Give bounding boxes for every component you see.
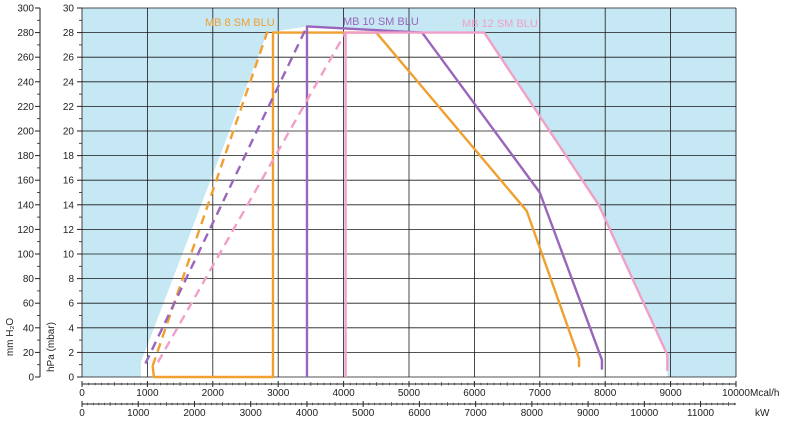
series-dashed-line	[144, 25, 309, 364]
mcal-tick-label: 10000	[722, 388, 750, 399]
series-line	[305, 25, 604, 377]
series-label: MB 8 SM BLU	[205, 17, 275, 29]
mmh2o-tick-label: 180	[17, 151, 34, 162]
mmh2o-tick-label: 300	[17, 4, 34, 15]
axes	[35, 7, 737, 407]
kw-tick-label: 2000	[183, 408, 206, 419]
kw-unit-label: kW	[755, 408, 770, 419]
mmh2o-tick-label: 60	[23, 299, 35, 310]
mmh2o-tick-label: 80	[23, 274, 35, 285]
mcal-tick-label: 3000	[267, 388, 290, 399]
mmh2o-tick-label: 160	[17, 176, 34, 187]
kw-tick-label: 7000	[465, 408, 488, 419]
hpa-tick-label: 22	[63, 102, 75, 113]
hpa-tick-label: 24	[63, 77, 75, 88]
mmh2o-tick-label: 240	[17, 77, 34, 88]
kw-tick-label: 5000	[352, 408, 375, 419]
mcal-unit-label: Mcal/h	[750, 388, 779, 399]
mmh2o-tick-label: 40	[23, 323, 35, 334]
series-line	[344, 31, 669, 377]
kw-tick-label: 0	[79, 408, 85, 419]
mcal-tick-label: 4000	[332, 388, 355, 399]
hpa-tick-label: 6	[68, 299, 74, 310]
kw-tick-label: 11000	[687, 408, 715, 419]
hpa-tick-label: 30	[63, 4, 75, 15]
series-dashed-line	[156, 32, 347, 363]
series-label: MB 12 SM BLU	[462, 18, 538, 30]
mcal-tick-label: 7000	[529, 388, 552, 399]
kw-tick-label: 6000	[408, 408, 431, 419]
mcal-tick-label: 1000	[136, 388, 159, 399]
series-layer	[144, 25, 669, 379]
hpa-tick-label: 16	[63, 176, 75, 187]
mcal-tick-label: 0	[79, 388, 85, 399]
mcal-tick-label: 9000	[659, 388, 682, 399]
hpa-tick-label: 10	[63, 250, 75, 261]
mcal-tick-label: 5000	[398, 388, 421, 399]
mmh2o-tick-label: 120	[17, 225, 34, 236]
kw-tick-label: 10000	[630, 408, 658, 419]
kw-tick-label: 3000	[240, 408, 263, 419]
series-dashed-line	[151, 31, 273, 367]
mcal-tick-label: 8000	[594, 388, 617, 399]
hpa-tick-label: 8	[68, 274, 74, 285]
kw-tick-label: 4000	[296, 408, 319, 419]
mcal-tick-label: 6000	[463, 388, 486, 399]
mmh2o-tick-label: 100	[17, 250, 34, 261]
mmh2o-tick-label: 140	[17, 200, 34, 211]
hpa-tick-label: 2	[68, 348, 74, 359]
mmh2o-tick-label: 200	[17, 127, 34, 138]
mmh2o-tick-label: 220	[17, 102, 34, 113]
mmh2o-axis-title: mm H₂O	[5, 318, 16, 357]
hpa-tick-label: 0	[68, 373, 74, 384]
hpa-tick-label: 26	[63, 53, 75, 64]
mmh2o-tick-label: 0	[28, 373, 34, 384]
hpa-tick-label: 14	[63, 200, 75, 211]
kw-tick-label: 9000	[577, 408, 600, 419]
kw-tick-label: 1000	[127, 408, 150, 419]
mmh2o-tick-label: 20	[23, 348, 35, 359]
mmh2o-tick-label: 260	[17, 53, 34, 64]
hpa-tick-label: 12	[63, 225, 75, 236]
hpa-tick-label: 28	[63, 28, 75, 39]
mmh2o-tick-label: 280	[17, 28, 34, 39]
hpa-tick-label: 18	[63, 151, 75, 162]
mcal-tick-label: 2000	[202, 388, 225, 399]
kw-tick-label: 8000	[521, 408, 544, 419]
labels: MB 8 SM BLU MB 10 SM BLU MB 12 SM BLU02040…	[5, 4, 779, 420]
hpa-tick-label: 4	[68, 323, 74, 334]
hpa-tick-label: 20	[63, 127, 75, 138]
series-line	[151, 31, 581, 379]
series-label: MB 10 SM BLU	[343, 16, 419, 28]
hpa-axis-title: hPa (mbar)	[46, 322, 57, 372]
